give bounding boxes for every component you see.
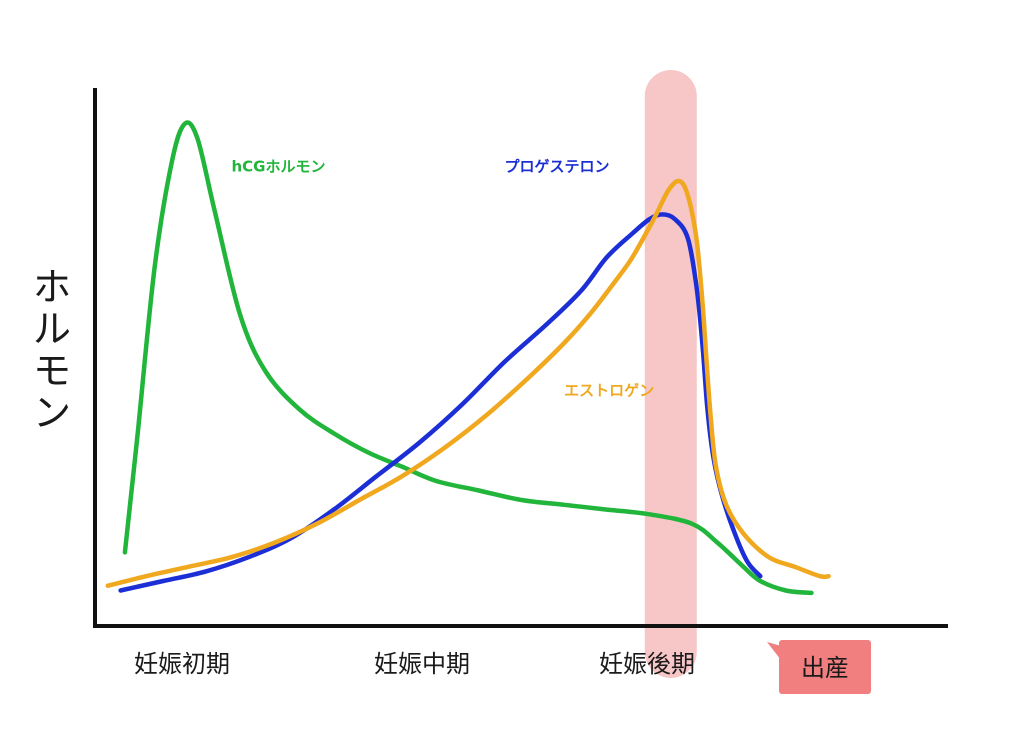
y-axis-label: ホルモン: [33, 265, 71, 435]
series-line-3: [105, 178, 831, 588]
y-axis-label-char: ル: [33, 307, 71, 351]
series-line-1: [122, 120, 814, 596]
x-tick-label: 妊娠初期: [134, 650, 230, 678]
series-label-1: hCGホルモン: [231, 158, 325, 176]
x-tick-label: 妊娠中期: [374, 650, 470, 678]
birth-highlight-band: [644, 70, 697, 678]
series-label-3: エストロゲン: [564, 381, 654, 399]
series-label-2: プロゲステロン: [504, 158, 609, 176]
y-axis-label-char: ン: [33, 391, 71, 435]
x-tick-label: 妊娠後期: [599, 650, 695, 678]
birth-label-pointer: [767, 642, 781, 660]
y-axis-label-char: モ: [33, 349, 71, 393]
birth-label: 出産: [801, 654, 849, 682]
y-axis-label-char: ホ: [33, 265, 71, 309]
birth-label-box: [779, 640, 871, 694]
